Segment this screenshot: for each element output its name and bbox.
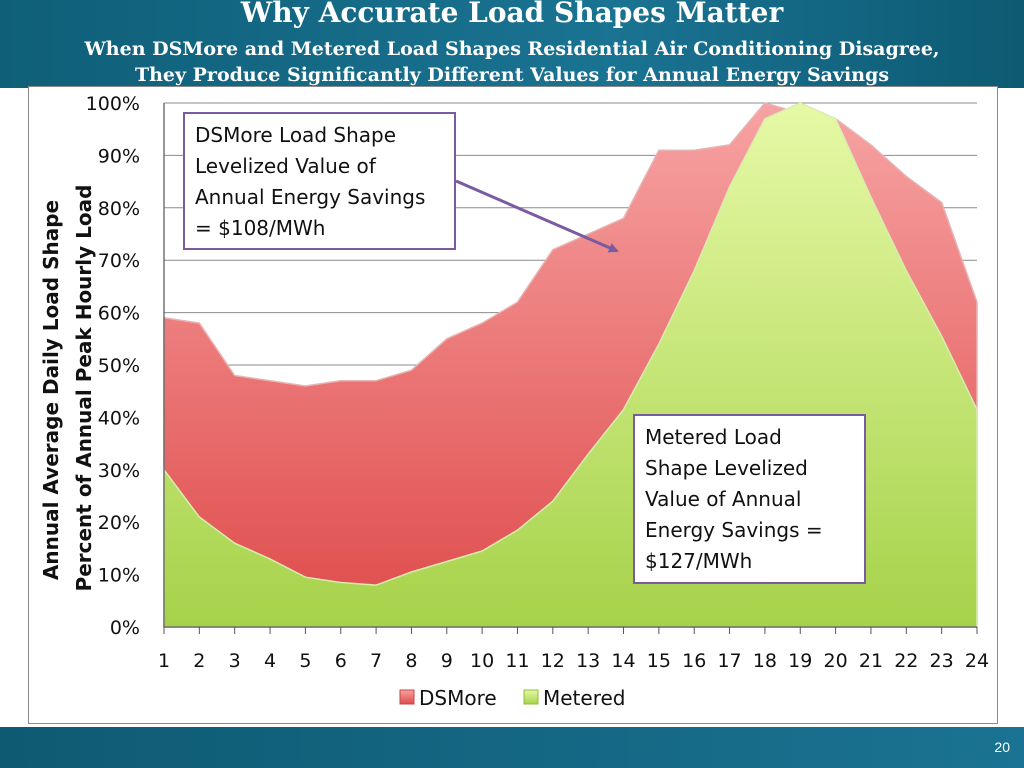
x-tick-label: 19	[788, 650, 812, 672]
x-tick-label: 6	[335, 650, 347, 672]
dsmore-callout-line: = $108/MWh	[195, 216, 326, 240]
slide-subtitle: When DSMore and Metered Load Shapes Resi…	[0, 36, 1024, 88]
legend-label-metered: Metered	[543, 686, 626, 710]
x-tick-label: 20	[824, 650, 848, 672]
y-tick-label: 100%	[86, 93, 140, 115]
legend: DSMore Metered	[399, 686, 626, 710]
x-tick-label: 9	[441, 650, 453, 672]
legend-swatch-metered	[523, 689, 539, 705]
dsmore-callout-line: DSMore Load Shape	[195, 123, 396, 147]
callout-arrow	[455, 179, 619, 253]
metered-callout-line: Shape Levelized	[645, 456, 808, 480]
x-tick-label: 22	[894, 650, 918, 672]
x-tick-label: 21	[859, 650, 883, 672]
metered-callout-line: Metered Load	[645, 425, 782, 449]
y-tick-label: 60%	[98, 303, 140, 325]
x-tick-label: 16	[682, 650, 706, 672]
slide-header: Why Accurate Load Shapes Matter When DSM…	[0, 0, 1024, 88]
x-tick-label: 24	[965, 650, 989, 672]
subtitle-line-2: They Produce Significantly Different Val…	[134, 64, 890, 86]
x-tick-label: 1	[158, 650, 170, 672]
dsmore-callout-line: Levelized Value of	[195, 154, 376, 178]
axes	[163, 103, 978, 634]
y-tick-label: 50%	[98, 355, 140, 377]
x-tick-label: 3	[229, 650, 241, 672]
y-axis-label-line-1: Annual Average Daily Load Shape	[39, 200, 63, 580]
x-tick-label: 15	[647, 650, 671, 672]
dsmore-callout: DSMore Load Shape Levelized Value of Ann…	[183, 112, 456, 250]
x-tick-label: 10	[470, 650, 494, 672]
x-tick-label: 4	[264, 650, 276, 672]
x-tick-label: 5	[299, 650, 311, 672]
y-axis-label-line-2: Percent of Annual Peak Hourly Load	[72, 185, 96, 592]
metered-callout: Metered Load Shape Levelized Value of An…	[633, 414, 866, 584]
x-tick-label: 13	[576, 650, 600, 672]
x-tick-label: 23	[930, 650, 954, 672]
y-tick-label: 10%	[98, 565, 140, 587]
x-tick-label: 2	[193, 650, 205, 672]
y-tick-label: 30%	[98, 460, 140, 482]
subtitle-line-1: When DSMore and Metered Load Shapes Resi…	[84, 38, 940, 60]
metered-callout-line: Value of Annual	[645, 487, 802, 511]
x-tick-label: 17	[717, 650, 741, 672]
y-tick-label: 20%	[98, 512, 140, 534]
legend-swatch-dsmore	[399, 689, 415, 705]
dsmore-callout-line: Annual Energy Savings	[195, 185, 426, 209]
page-number: 20	[994, 739, 1010, 755]
metered-callout-line: Energy Savings =	[645, 518, 823, 542]
y-tick-label: 0%	[110, 617, 140, 639]
metered-callout-line: $127/MWh	[645, 549, 753, 573]
x-tick-label: 11	[505, 650, 529, 672]
legend-label-dsmore: DSMore	[419, 686, 497, 710]
tick-labels: 0%10%20%30%40%50%60%70%80%90%100%1 2 3 4 5 6 7…	[86, 93, 989, 672]
slide-title: Why Accurate Load Shapes Matter	[240, 0, 784, 29]
y-tick-label: 70%	[98, 250, 140, 272]
x-tick-label: 18	[753, 650, 777, 672]
slide-footer: 20	[0, 727, 1024, 768]
x-tick-label: 7	[370, 650, 382, 672]
y-axis-title: Annual Average Daily Load Shape Percent …	[39, 185, 96, 592]
x-tick-label: 8	[405, 650, 417, 672]
x-tick-label: 12	[541, 650, 565, 672]
y-tick-label: 80%	[98, 198, 140, 220]
y-tick-label: 90%	[98, 145, 140, 167]
x-tick-label: 14	[611, 650, 635, 672]
y-tick-label: 40%	[98, 407, 140, 429]
